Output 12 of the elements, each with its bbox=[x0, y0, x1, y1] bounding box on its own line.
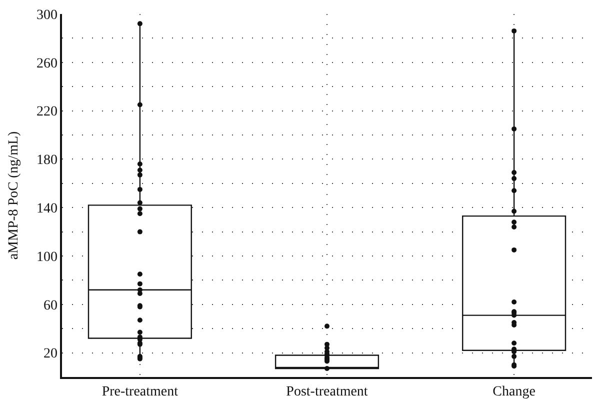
y-tick-label: 260 bbox=[36, 56, 58, 72]
y-tick-label: 100 bbox=[36, 250, 58, 265]
y-tick-label: 180 bbox=[36, 153, 58, 168]
y-tick-label: 140 bbox=[36, 202, 58, 216]
x-tick-label: Change bbox=[492, 384, 536, 400]
y-tick-label: 60 bbox=[43, 298, 58, 314]
y-axis-title: aMMP-8 PoC (ng/mL) bbox=[6, 130, 22, 260]
y-tick-label: 220 bbox=[36, 104, 58, 120]
y-tick-label: 300 bbox=[36, 8, 58, 23]
y-tick-label: 20 bbox=[43, 346, 58, 362]
x-tick-label: Pre-treatment bbox=[102, 384, 178, 400]
x-tick-label: Post-treatment bbox=[286, 384, 368, 400]
